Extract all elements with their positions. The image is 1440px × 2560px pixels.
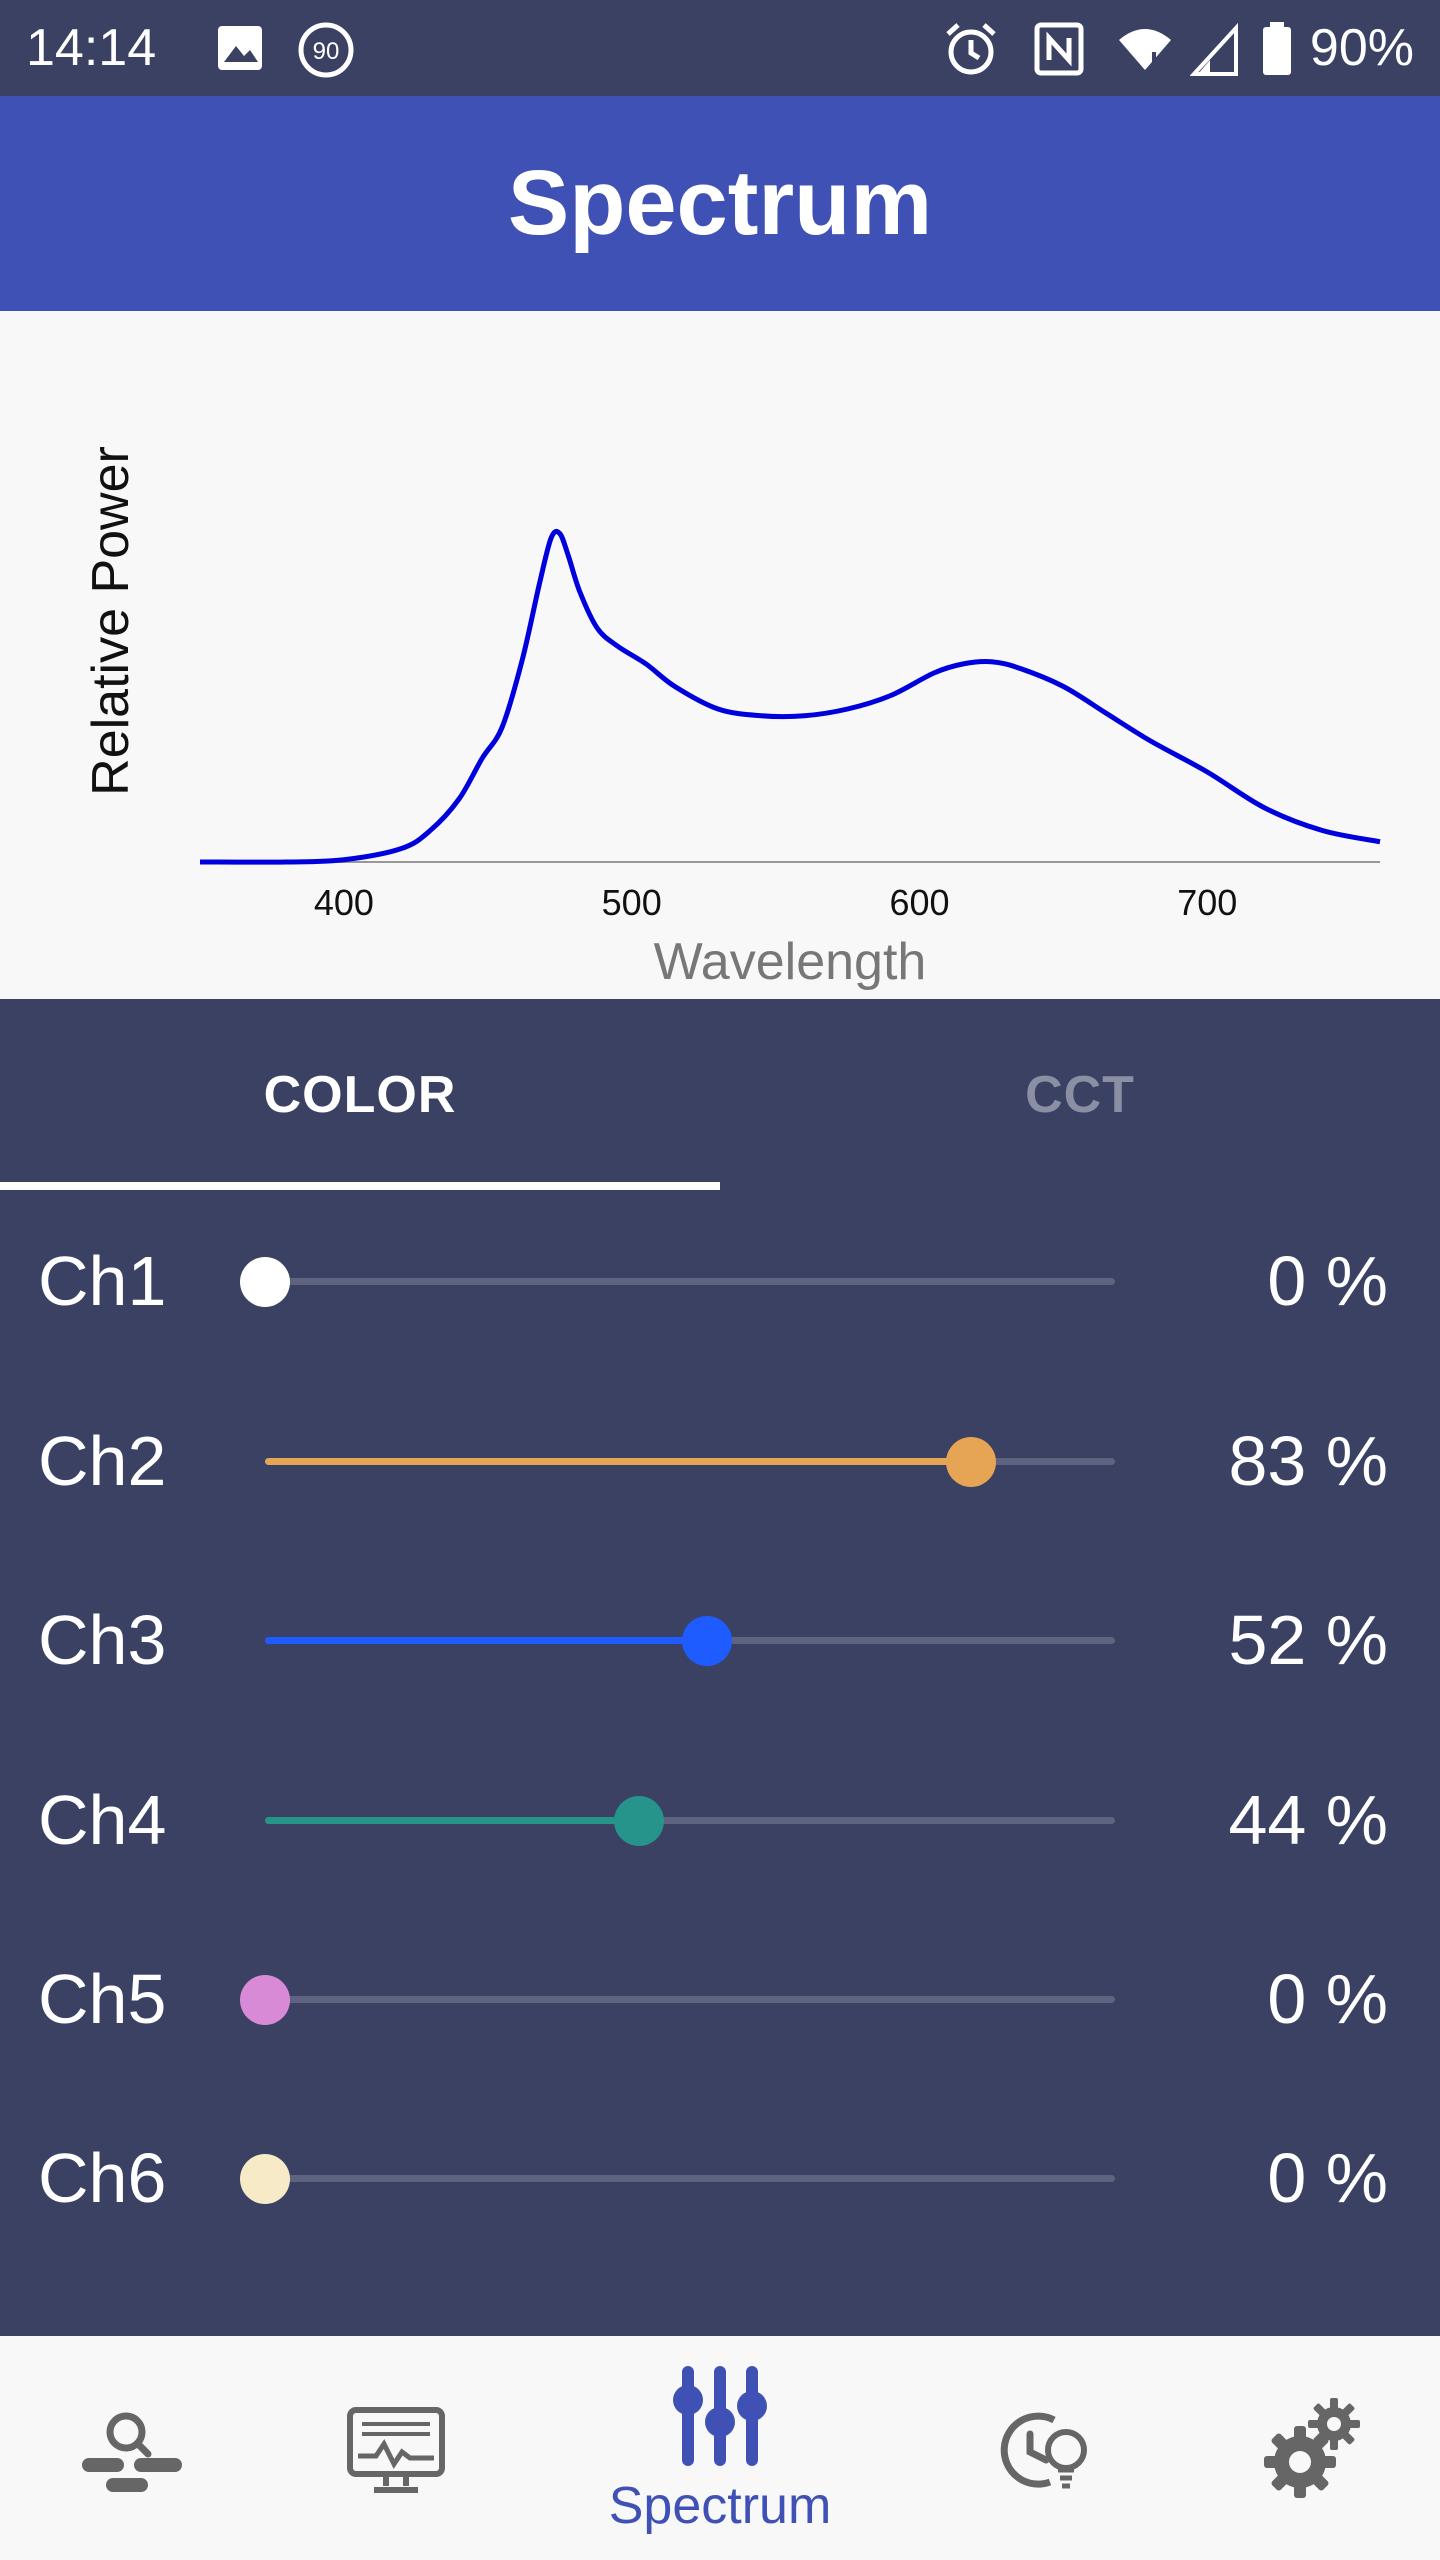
- tab-bar: COLOR CCT: [0, 999, 1440, 1191]
- channel-row-ch1: Ch1 0 %: [0, 1191, 1440, 1371]
- channel-slider-track[interactable]: [265, 1615, 1115, 1666]
- channel-label: Ch5: [38, 1960, 167, 2038]
- bottom-nav: Spectrum: [0, 2336, 1440, 2560]
- channel-value: 0 %: [1267, 2139, 1388, 2217]
- channel-slider-track[interactable]: [265, 1795, 1115, 1846]
- channel-slider-fill: [265, 1458, 971, 1465]
- data-saver-90-icon: 90: [298, 22, 354, 78]
- channel-slider-track[interactable]: [240, 1256, 1115, 1307]
- spectrum-chart-svg: 400 500 600 700 Relative Power Wavelength: [82, 446, 1381, 991]
- status-bar: 14:14 90 90%: [0, 0, 1440, 96]
- sliders-icon: [673, 2366, 767, 2466]
- x-tick-label: 400: [314, 882, 374, 923]
- channel-label: Ch1: [38, 1242, 167, 1320]
- channel-list: Ch1 0 % Ch2 83 % Ch3 52 % Ch4 44 % Ch5: [0, 1191, 1440, 2335]
- channel-slider-thumb[interactable]: [614, 1795, 664, 1846]
- channel-label: Ch6: [38, 2139, 167, 2217]
- settings-gears-icon: [1264, 2398, 1360, 2498]
- tab-indicator: [0, 1182, 720, 1190]
- channel-slider-track[interactable]: [240, 2153, 1115, 2204]
- svg-text:90: 90: [313, 38, 340, 65]
- channel-value: 83 %: [1228, 1422, 1388, 1500]
- channel-slider-thumb[interactable]: [240, 1256, 290, 1307]
- channel-row-ch4: Ch4 44 %: [0, 1730, 1440, 1910]
- x-tick-label: 600: [889, 882, 949, 923]
- battery-icon: [1263, 22, 1291, 75]
- channel-slider-fill: [265, 1637, 707, 1644]
- monitor-icon: [347, 2407, 445, 2493]
- x-tick-label: 700: [1177, 882, 1237, 923]
- app-bar: Spectrum: [0, 96, 1440, 311]
- channel-label: Ch4: [38, 1781, 167, 1859]
- channel-slider-track[interactable]: [265, 1436, 1115, 1487]
- alarm-icon: [946, 23, 996, 75]
- channel-slider-thumb[interactable]: [240, 1974, 290, 2025]
- nav-item-search-device[interactable]: [0, 2336, 288, 2560]
- nav-item-schedule[interactable]: [864, 2336, 1152, 2560]
- channel-slider-fill: [265, 1817, 639, 1824]
- channel-value: 0 %: [1267, 1242, 1388, 1320]
- channel-slider-thumb[interactable]: [945, 1436, 996, 1487]
- status-time: 14:14: [26, 19, 157, 77]
- x-axis-label: Wavelength: [654, 933, 927, 991]
- channel-label: Ch2: [38, 1422, 167, 1500]
- nav-item-settings[interactable]: [1152, 2336, 1440, 2560]
- wifi-icon: [1119, 29, 1171, 78]
- spectrum-series-line: [199, 528, 1381, 865]
- channel-value: 0 %: [1267, 1960, 1388, 2038]
- x-tick-label: 500: [602, 882, 662, 923]
- channel-slider-thumb[interactable]: [240, 2153, 290, 2204]
- channel-value: 52 %: [1228, 1601, 1388, 1679]
- channel-value: 44 %: [1228, 1781, 1388, 1859]
- tab-color[interactable]: COLOR: [263, 1066, 457, 1124]
- nav-label-spectrum: Spectrum: [608, 2477, 832, 2535]
- channel-row-ch3: Ch3 52 %: [0, 1550, 1440, 1730]
- channel-slider-track[interactable]: [240, 1974, 1115, 2025]
- channel-label: Ch3: [38, 1601, 167, 1679]
- tab-cct[interactable]: CCT: [1025, 1066, 1135, 1124]
- nfc-icon: [1034, 22, 1084, 76]
- nav-item-spectrum[interactable]: Spectrum: [576, 2336, 864, 2560]
- channel-row-ch2: Ch2 83 %: [0, 1371, 1440, 1551]
- channel-row-ch5: Ch5 0 %: [0, 1909, 1440, 2089]
- spectrum-chart: 400 500 600 700 Relative Power Wavelength: [0, 311, 1440, 999]
- signal-icon: [1190, 22, 1238, 76]
- channel-row-ch6: Ch6 0 %: [0, 2088, 1440, 2268]
- schedule-light-icon: [1000, 2412, 1087, 2489]
- search-device-icon: [82, 2412, 182, 2492]
- page-title: Spectrum: [507, 152, 933, 254]
- y-axis-label: Relative Power: [82, 446, 140, 796]
- nav-item-monitor[interactable]: [288, 2336, 576, 2560]
- battery-percent: 90%: [1309, 19, 1414, 77]
- channel-slider-thumb[interactable]: [682, 1615, 732, 1666]
- image-icon: [218, 26, 262, 70]
